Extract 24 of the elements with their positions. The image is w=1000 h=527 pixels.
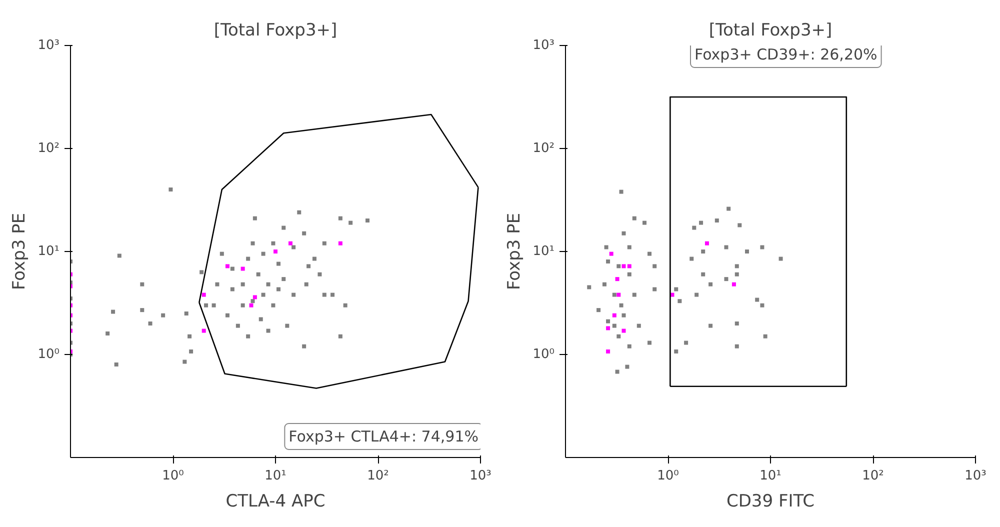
chart-title: [Total Foxp3+] (708, 20, 832, 40)
y-axis-title: Foxp3 PE (10, 212, 30, 290)
y-tick-label: 10³ (532, 38, 555, 53)
y-tick-label: 10² (38, 141, 60, 156)
x-tick-label: 10² (367, 468, 389, 484)
x-tick-label: 10⁰ (657, 468, 679, 484)
y-tick-label: 10¹ (38, 244, 60, 259)
x-axis-title: CD39 FITC (726, 492, 815, 512)
chart-title: [Total Foxp3+] (214, 20, 338, 40)
y-axis-title: Foxp3 PE (504, 212, 525, 290)
x-tick-label: 10² (862, 468, 884, 484)
y-tick-label: 10² (532, 141, 555, 156)
x-tick-label: 10¹ (264, 468, 286, 484)
y-tick-label: 10¹ (532, 244, 555, 259)
x-tick-label: 10⁰ (162, 468, 184, 484)
x-tick-label: 10³ (470, 468, 492, 484)
x-axis-title: CTLA-4 APC (226, 492, 326, 512)
y-tick-label: 10⁰ (38, 347, 60, 362)
x-tick-label: 10¹ (760, 468, 782, 484)
y-tick-label: 10³ (38, 38, 60, 53)
x-tick-label: 10³ (964, 468, 986, 484)
annotation: Foxp3+ CD39+: 26,20% (694, 46, 878, 64)
annotation: Foxp3+ CTLA4+: 74,91% (288, 428, 479, 446)
y-tick-label: 10⁰ (532, 347, 555, 362)
